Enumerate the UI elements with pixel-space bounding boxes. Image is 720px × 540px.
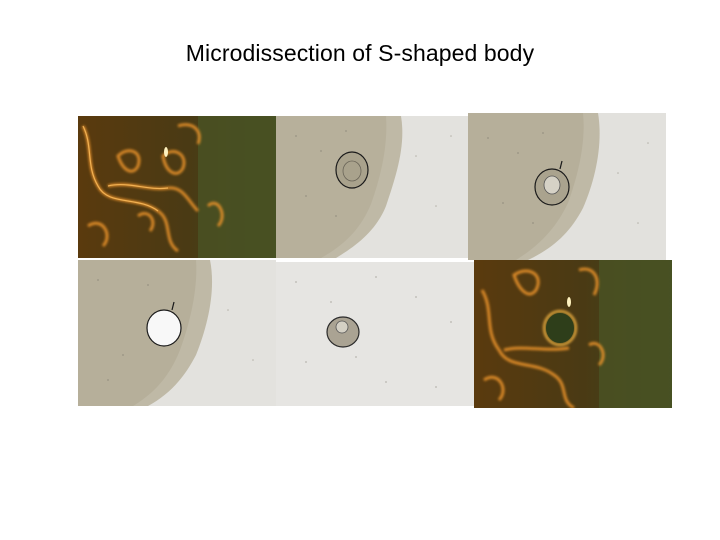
micrograph-isolated-s-body <box>276 262 474 406</box>
micrograph-outlined-s-body <box>276 116 468 258</box>
micrograph-cutting-s-body <box>468 113 666 260</box>
micrograph-fluorescence-before <box>78 116 276 258</box>
micrograph-hole-after-removal <box>78 260 276 406</box>
slide-title: Microdissection of S-shaped body <box>185 40 535 66</box>
micrograph-fluorescence-after <box>474 260 672 408</box>
